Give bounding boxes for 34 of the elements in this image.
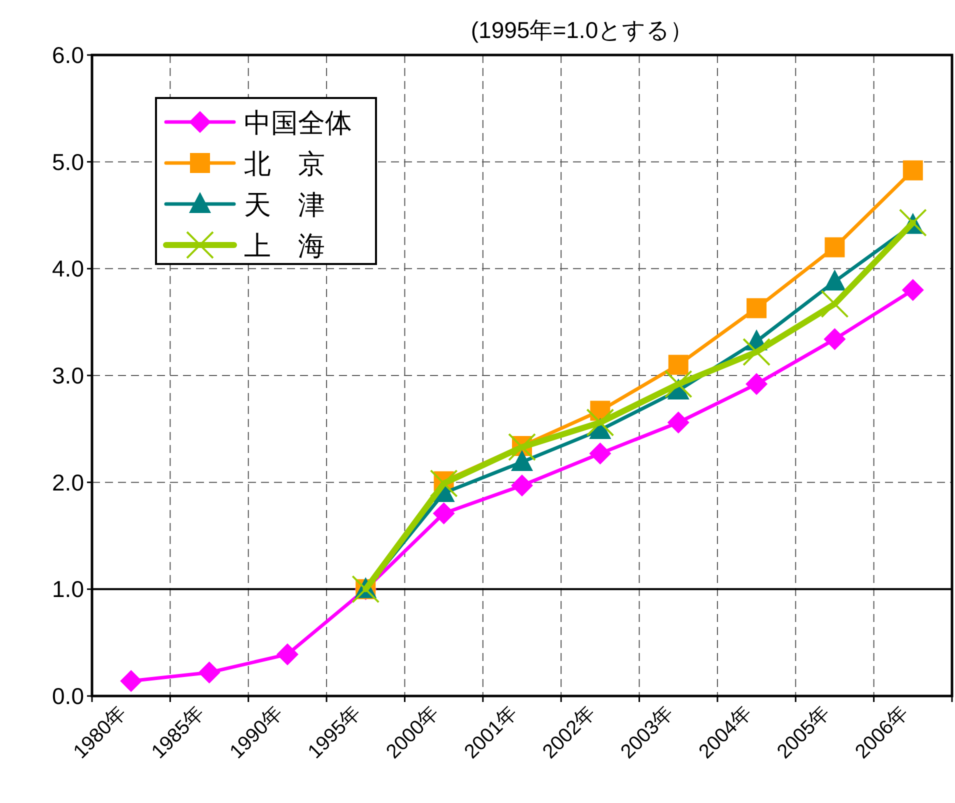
- point: [430, 469, 458, 498]
- legend-label: 上 海: [244, 231, 325, 261]
- point: [589, 442, 612, 464]
- point: [824, 328, 846, 350]
- y-tick-label: 3.0: [52, 362, 84, 388]
- point: [432, 502, 455, 524]
- point: [276, 643, 298, 666]
- point: [820, 290, 849, 318]
- point: [586, 408, 614, 437]
- y-tick-label: 0.0: [52, 683, 84, 709]
- y-tick-label: 2.0: [52, 469, 84, 496]
- point: [508, 433, 536, 462]
- point: [902, 279, 924, 302]
- chart-title: (1995年=1.0とする）: [470, 17, 694, 43]
- legend-label: 天 津: [244, 190, 325, 220]
- point: [746, 373, 768, 396]
- point: [668, 354, 688, 375]
- point: [664, 370, 692, 398]
- y-tick-label: 5.0: [52, 148, 84, 175]
- legend-label: 北 京: [244, 149, 325, 179]
- point: [742, 338, 771, 366]
- point: [902, 160, 923, 180]
- point: [198, 661, 220, 684]
- point: [511, 474, 533, 497]
- point: [511, 450, 533, 472]
- y-tick-label: 1.0: [52, 576, 84, 602]
- point: [824, 237, 845, 258]
- point: [120, 670, 142, 692]
- point: [898, 208, 927, 237]
- y-tick-label: 4.0: [52, 256, 84, 282]
- legend-label: 中国全体: [244, 108, 352, 138]
- point: [667, 412, 690, 434]
- y-tick-label: 6.0: [52, 42, 84, 68]
- point: [746, 298, 767, 318]
